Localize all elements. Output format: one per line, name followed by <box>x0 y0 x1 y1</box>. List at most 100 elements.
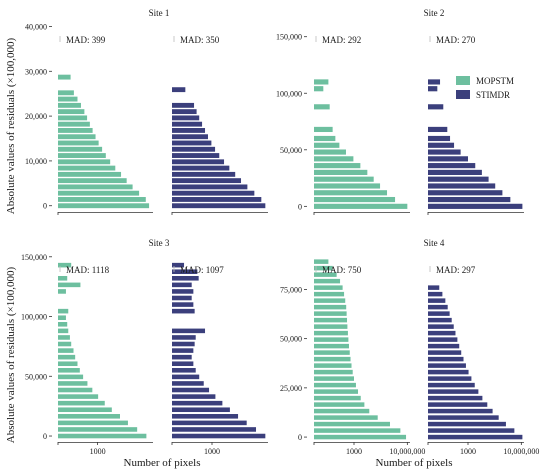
histogram-bar <box>428 126 448 133</box>
histogram-bar <box>172 302 194 307</box>
histogram-bar <box>58 109 85 115</box>
histogram-bar <box>314 376 354 381</box>
histogram-bar <box>58 420 128 426</box>
subplot-stimdr: MAD: 270 <box>427 35 524 215</box>
histogram-bar <box>58 262 72 268</box>
y-tick-label: 20,000 <box>25 112 47 121</box>
histogram-bar <box>58 197 146 202</box>
histogram-bar <box>58 153 106 158</box>
histogram-bar <box>58 387 93 393</box>
histogram-bar <box>58 96 78 102</box>
histogram-bar <box>58 322 68 327</box>
histogram-bar <box>314 285 343 290</box>
x-axis-label-left: Number of pixels <box>124 457 201 469</box>
histogram-bar <box>428 142 455 148</box>
histogram-bar <box>172 159 225 165</box>
histogram-bar <box>428 421 506 427</box>
histogram-bar <box>58 407 112 413</box>
histogram-bar <box>58 140 99 146</box>
histogram-bar <box>314 428 401 433</box>
histogram-bar <box>314 389 359 394</box>
histogram-bar <box>172 400 223 406</box>
histogram-bar <box>172 146 216 152</box>
histogram-bar <box>314 415 378 420</box>
histogram-bar <box>314 163 361 169</box>
y-tick-label: 100,000 <box>21 313 47 322</box>
histogram-bar <box>58 146 103 152</box>
panel-1: Site 1 0 10,000 20,000 30,000 40,000 MAD: 399 M… <box>25 8 268 215</box>
y-tick-label: 75,000 <box>280 285 302 294</box>
histogram-bar <box>58 90 74 96</box>
histogram-bar <box>314 395 361 401</box>
histogram-bar <box>58 102 81 108</box>
histogram-bar <box>428 402 488 407</box>
histogram-bar <box>172 335 196 340</box>
histogram-bar <box>428 337 458 342</box>
subplot-mopstm: MAD: 1118 1000 <box>57 262 153 456</box>
histogram-bar <box>314 382 356 388</box>
histogram-bar <box>172 184 248 190</box>
y-tick-label: 0 <box>43 202 47 211</box>
histogram-bar <box>58 282 81 288</box>
y-tick-label: 10,000 <box>25 157 47 166</box>
y-tick-label: 0 <box>298 202 302 211</box>
histogram-bar <box>314 317 348 323</box>
histogram-bar <box>428 203 523 209</box>
histogram-bar <box>172 203 266 209</box>
histogram-bar <box>314 369 353 375</box>
histogram-bar <box>58 400 105 406</box>
x-tick-label: 1000 <box>346 447 362 456</box>
histogram-bar <box>428 190 503 196</box>
histogram-bar <box>58 361 78 367</box>
histogram-bar <box>172 361 194 367</box>
histogram-bar <box>172 414 239 419</box>
histogram-bar <box>428 408 493 414</box>
histogram-bar <box>172 197 262 202</box>
histogram-bar <box>428 434 523 440</box>
histogram-bar <box>314 149 346 155</box>
histogram-bar <box>172 368 196 373</box>
histogram-bar <box>314 330 348 336</box>
x-tick-label: 1000 <box>90 447 106 456</box>
histogram-bar <box>58 433 147 439</box>
histogram-bar <box>172 433 266 439</box>
histogram-bar <box>314 350 350 355</box>
y-tick-label: 0 <box>298 433 302 442</box>
mad-label: MAD: 750 <box>322 265 362 275</box>
histogram-bar <box>58 289 66 294</box>
legend-swatch-mopstm <box>456 76 470 85</box>
histogram-bar <box>314 311 347 316</box>
histogram-bar <box>58 134 96 140</box>
histogram-bar <box>58 165 116 171</box>
histogram-bar <box>172 394 216 399</box>
histogram-bar <box>314 363 352 368</box>
histogram-bar <box>58 121 90 127</box>
x-tick-label: 1000 <box>460 447 476 456</box>
histogram-bar <box>428 196 511 203</box>
histogram-bar <box>428 285 440 290</box>
histogram-bar <box>314 421 390 427</box>
histogram-bar <box>314 356 351 362</box>
histogram-bar <box>58 159 111 165</box>
histogram-bar <box>172 109 197 115</box>
x-tick-label: 10,000,000 <box>389 447 425 456</box>
histogram-bar <box>314 190 388 196</box>
panel-title: Site 3 <box>149 238 170 248</box>
histogram-bar <box>314 142 340 148</box>
y-tick-label: 40,000 <box>25 22 47 31</box>
histogram-bar <box>428 350 462 355</box>
histogram-bar <box>58 414 121 419</box>
histogram-bar <box>428 291 443 297</box>
histogram-bar <box>172 289 194 294</box>
y-tick-label: 100,000 <box>276 89 302 98</box>
histogram-bar <box>314 272 337 277</box>
mad-label: MAD: 292 <box>322 35 361 45</box>
histogram-bar <box>314 79 329 85</box>
legend: MOPSTM STIMDR <box>456 76 514 100</box>
histogram-bar <box>428 149 461 155</box>
histogram-bar <box>172 341 195 347</box>
histogram-bar <box>172 374 200 380</box>
x-axis-label-right: Number of pixels <box>376 457 453 469</box>
histogram-bar <box>314 259 329 264</box>
